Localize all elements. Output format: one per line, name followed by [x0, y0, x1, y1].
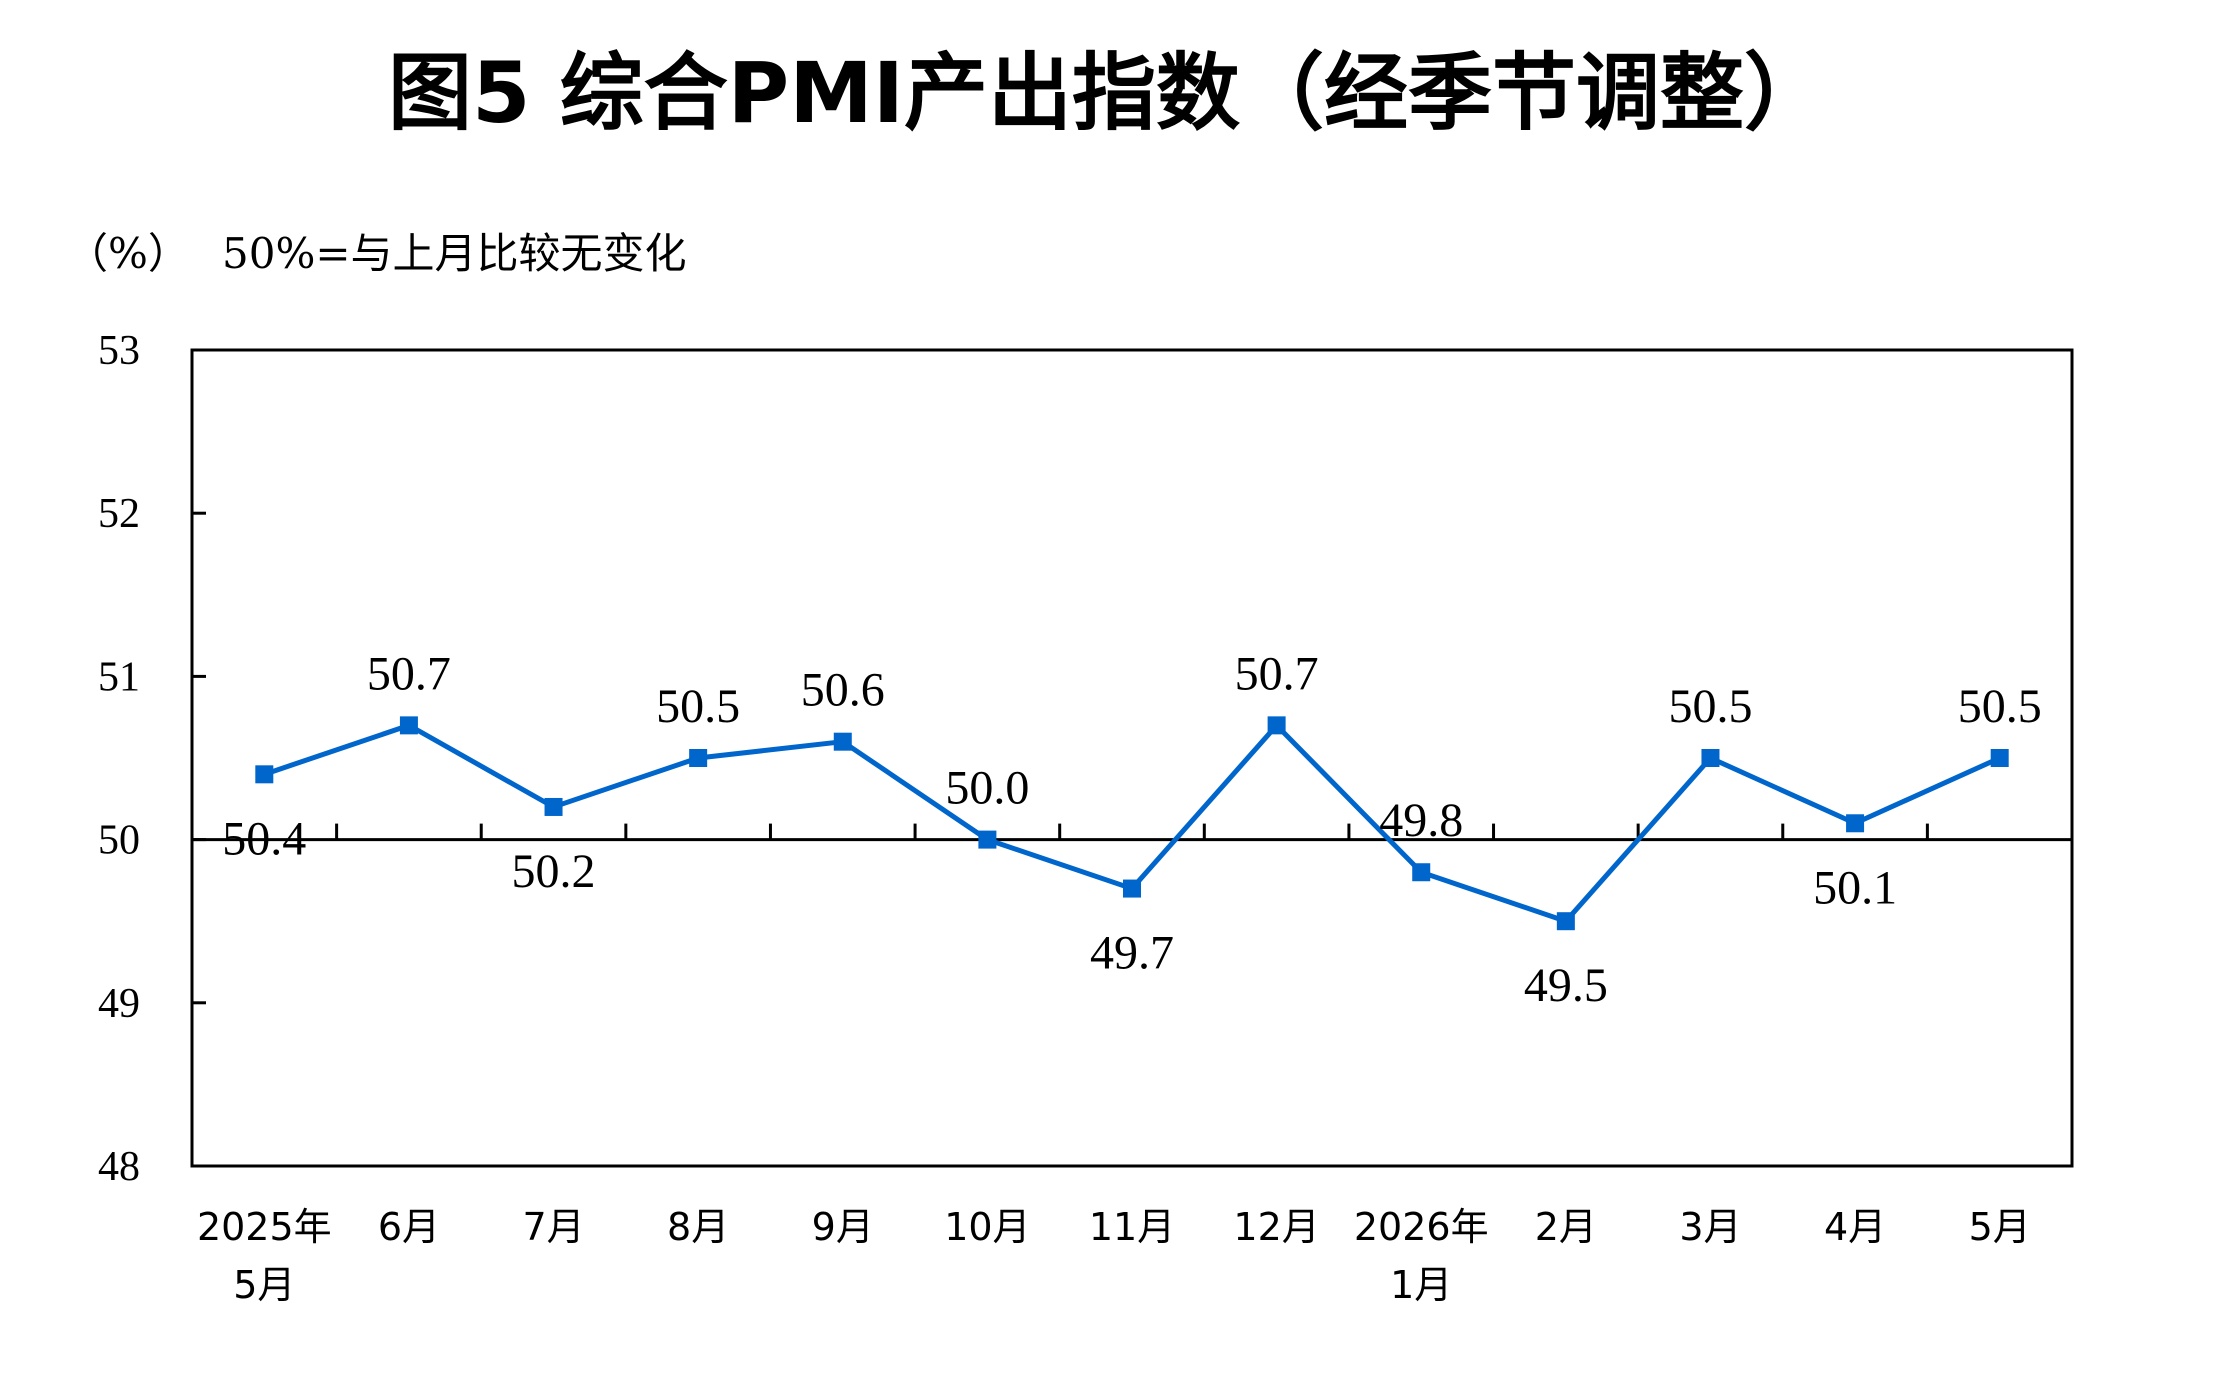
x-axis: 2025年 5月 6月 7月 8月 9月 10月 11月 12月 2026年 1月 2月 3月 4月 5月	[197, 823, 2031, 1307]
y-axis: 48 49 50 51 52 53	[98, 328, 206, 1190]
data-point-marker	[1412, 863, 1431, 882]
x-tick-label: 5月	[1969, 1205, 2031, 1249]
data-point-marker	[1701, 749, 1720, 767]
y-tick-label: 49	[98, 981, 140, 1027]
data-point-marker	[255, 765, 274, 784]
x-tick-label: 8月	[667, 1205, 729, 1249]
data-label: 50.5	[656, 680, 740, 733]
data-point-marker	[1267, 716, 1286, 735]
data-label: 50.6	[801, 664, 885, 717]
plot-area-frame	[190, 348, 2074, 1168]
x-tick-label: 6月	[378, 1205, 440, 1249]
data-point-marker	[978, 830, 997, 849]
x-tick-label: 9月	[812, 1205, 874, 1249]
data-point-marker	[544, 797, 563, 816]
data-label: 49.5	[1524, 959, 1608, 1012]
data-point-marker	[1846, 814, 1865, 833]
data-label: 50.0	[945, 762, 1029, 815]
x-tick-label: 1月	[1390, 1263, 1452, 1307]
data-point-marker	[399, 716, 418, 735]
x-tick-label: 2026年	[1354, 1205, 1489, 1249]
x-tick-label: 11月	[1089, 1205, 1175, 1249]
y-unit-label: （%）	[66, 229, 190, 278]
data-label: 50.7	[1235, 647, 1319, 700]
x-tick-label: 2月	[1535, 1205, 1597, 1249]
series-pmi-output	[255, 716, 2009, 931]
y-tick-label: 50	[98, 818, 140, 864]
y-tick-label: 48	[98, 1144, 140, 1190]
y-tick-label: 53	[98, 328, 140, 374]
data-label: 50.2	[512, 845, 596, 898]
data-label: 49.8	[1379, 794, 1463, 847]
data-label: 50.5	[1958, 680, 2042, 733]
x-tick-label: 5月	[233, 1263, 295, 1307]
chart-title: 图5 综合PMI产出指数（经季节调整）	[388, 44, 1828, 142]
x-tick-label: 12月	[1233, 1205, 1319, 1249]
data-label: 50.5	[1668, 680, 1752, 733]
x-tick-label: 7月	[522, 1205, 584, 1249]
data-point-marker	[689, 749, 708, 767]
data-point-marker	[1990, 749, 2009, 767]
data-labels: 50.4 50.7 50.2 50.5 50.6 50.0 49.7 50.7 49.8 49.5…	[222, 647, 2041, 1012]
baseline-note: 50%=与上月比较无变化	[222, 229, 687, 278]
y-tick-label: 51	[98, 654, 140, 700]
x-tick-label: 2025年	[197, 1205, 332, 1249]
data-label: 49.7	[1090, 927, 1174, 980]
data-label: 50.7	[367, 647, 451, 700]
data-point-marker	[1556, 912, 1575, 931]
x-tick-label: 4月	[1824, 1205, 1886, 1249]
data-point-marker	[1123, 879, 1141, 898]
x-tick-label: 10月	[944, 1205, 1030, 1249]
x-tick-label: 3月	[1679, 1205, 1741, 1249]
y-tick-label: 52	[98, 491, 140, 537]
data-label: 50.4	[222, 812, 306, 865]
data-point-marker	[833, 732, 852, 751]
data-label: 50.1	[1813, 861, 1897, 914]
